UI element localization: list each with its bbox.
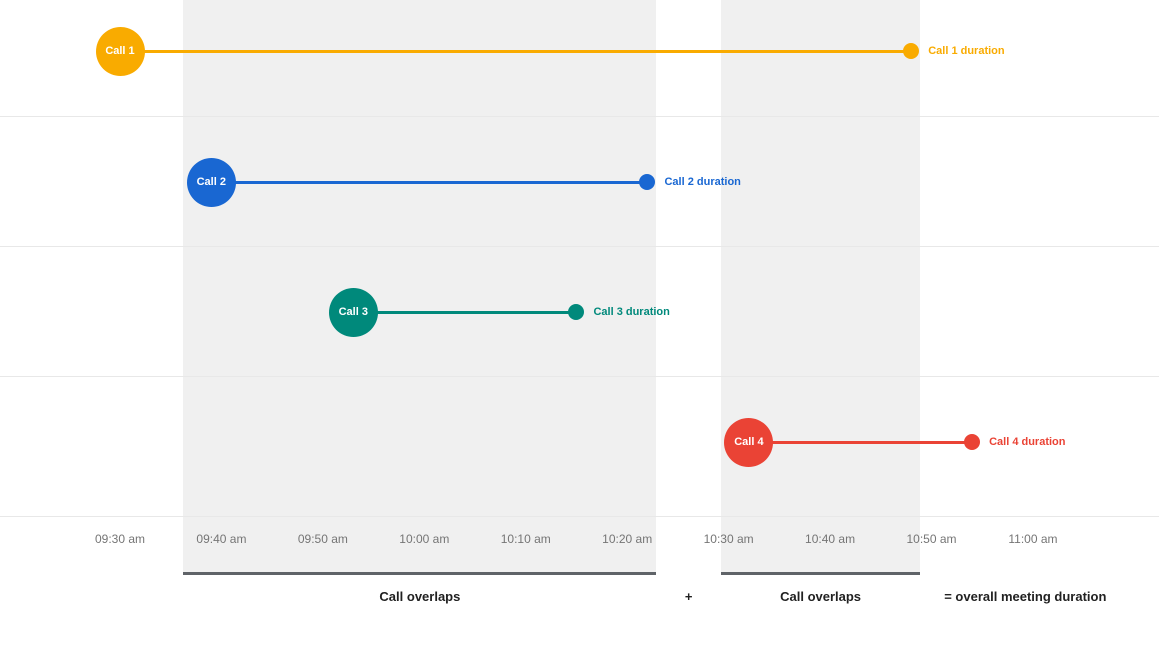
call-end-dot — [903, 43, 920, 59]
call-duration-label: Call 4 duration — [989, 436, 1066, 448]
call-end-dot — [964, 434, 981, 450]
call-name-label: Call 1 — [105, 45, 135, 57]
call-name-label: Call 3 — [338, 306, 368, 318]
call-start-circle: Call 4 — [724, 417, 774, 467]
call-duration-label: Call 2 duration — [664, 176, 741, 188]
gridline — [0, 116, 1159, 117]
call-duration-label: Call 1 duration — [928, 45, 1005, 57]
x-axis-tick-label: 10:40 am — [805, 532, 856, 546]
x-axis-tick-label: 09:30 am — [94, 532, 146, 546]
call-duration-line — [211, 180, 648, 184]
call-end-dot — [568, 304, 585, 320]
call-start-circle: Call 1 — [95, 26, 145, 76]
call-name-label: Call 4 — [734, 436, 764, 448]
x-axis-tick-label: 10:10 am — [500, 532, 551, 546]
overlap-band — [183, 0, 657, 573]
overlap-label: Call overlaps — [780, 589, 862, 604]
overlap-underline — [183, 572, 657, 575]
overlap-underline — [720, 572, 921, 575]
call-end-dot — [639, 174, 656, 190]
call-start-circle: Call 3 — [328, 287, 378, 337]
x-axis-tick-label: 09:50 am — [297, 532, 348, 546]
call-start-circle: Call 2 — [186, 157, 236, 207]
call-duration-label: Call 3 duration — [593, 306, 670, 318]
overlap-label: Call overlaps — [379, 589, 461, 604]
plus-sign: + — [684, 589, 693, 604]
overlap-band — [720, 0, 921, 573]
x-axis-tick-label: 11:00 am — [1008, 532, 1058, 546]
x-axis-tick-label: 09:40 am — [196, 532, 247, 546]
x-axis-tick-label: 10:30 am — [703, 532, 754, 546]
x-axis-tick-label: 10:50 am — [906, 532, 957, 546]
gridline — [0, 246, 1159, 247]
overall-duration-label: = overall meeting duration — [944, 589, 1107, 604]
gridline — [0, 516, 1159, 517]
call-duration-line — [120, 49, 912, 53]
x-axis-tick-label: 10:20 am — [602, 532, 653, 546]
call-duration-line — [353, 310, 577, 314]
call-duration-line — [748, 440, 973, 444]
gridline — [0, 376, 1159, 377]
x-axis-tick-label: 10:00 am — [399, 532, 450, 546]
call-name-label: Call 2 — [196, 176, 226, 188]
